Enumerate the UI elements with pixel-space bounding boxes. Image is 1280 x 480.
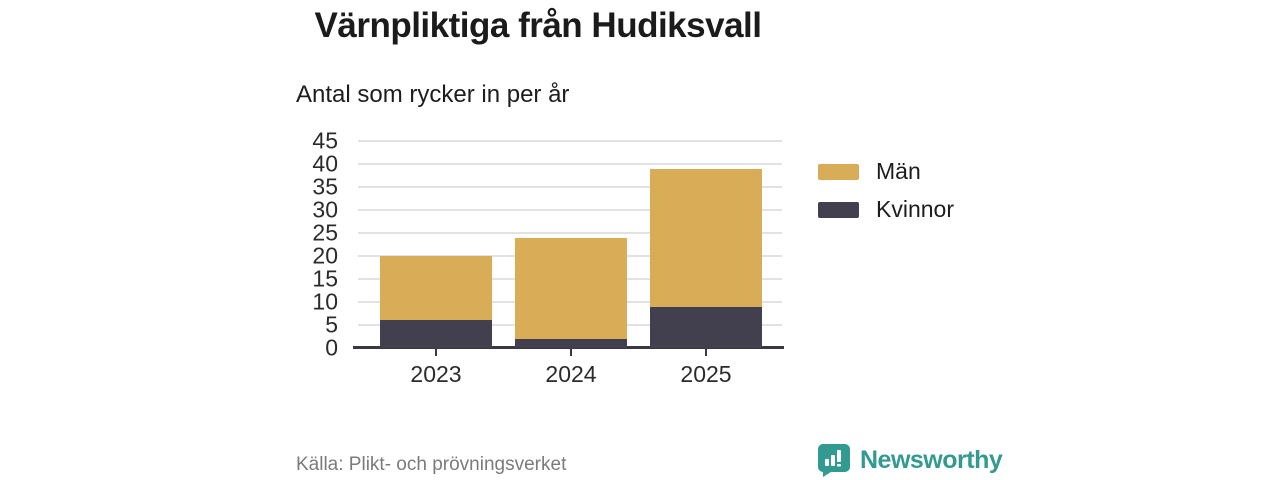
bar-2025 <box>650 141 762 348</box>
bar-segment-män-2025 <box>650 168 762 307</box>
y-axis-label: 35 <box>312 173 338 200</box>
bar-2024 <box>515 141 627 348</box>
y-axis-label: 0 <box>325 334 338 361</box>
chart-subtitle: Antal som rycker in per år <box>296 81 570 108</box>
chart-title: Värnpliktiga från Hudiksvall <box>314 6 762 45</box>
y-axis-label: 15 <box>312 265 338 292</box>
y-axis-label: 5 <box>325 311 338 338</box>
x-axis-tick <box>705 349 707 356</box>
gridline-30 <box>358 209 782 211</box>
legend-swatch <box>818 201 859 218</box>
y-axis-label: 20 <box>312 242 338 269</box>
bar-segment-kvinnor-2024 <box>515 338 627 348</box>
legend: Män Kvinnor <box>818 160 954 236</box>
y-axis-label: 25 <box>312 219 338 246</box>
y-axis-label: 10 <box>312 288 338 315</box>
gridline-40 <box>358 163 782 165</box>
legend-label: Män <box>876 158 921 184</box>
x-axis-tick <box>570 349 572 356</box>
brand-logo: Newsworthy <box>817 443 1003 477</box>
gridline-45 <box>358 140 782 143</box>
brand-name: Newsworthy <box>860 445 1003 474</box>
bar-chart-speech-bubble-icon <box>817 443 851 477</box>
x-axis-label: 2023 <box>410 361 462 387</box>
gridline-35 <box>358 186 782 188</box>
legend-swatch <box>818 163 859 180</box>
bar-segment-män-2023 <box>380 256 492 321</box>
legend-item-kvinnor: Kvinnor <box>818 198 954 221</box>
x-axis-tick <box>435 349 437 356</box>
source-note: Källa: Plikt- och prövningsverket <box>296 454 567 475</box>
y-axis: 0 5 10 15 20 25 30 35 40 45 <box>290 129 348 359</box>
legend-item-män: Män <box>818 160 954 183</box>
x-axis-label: 2024 <box>545 361 597 387</box>
legend-label: Kvinnor <box>876 196 954 222</box>
bar-segment-kvinnor-2023 <box>380 320 492 348</box>
gridline-25 <box>358 232 782 234</box>
bar-segment-män-2024 <box>515 237 627 339</box>
bar-segment-kvinnor-2025 <box>650 306 762 348</box>
plot-area: 2023 2024 2025 <box>353 140 784 386</box>
y-axis-label: 40 <box>312 150 338 177</box>
y-axis-label: 45 <box>312 127 338 154</box>
bar-2023 <box>380 141 492 348</box>
y-axis-label: 30 <box>312 196 338 223</box>
x-axis-label: 2025 <box>680 361 732 387</box>
